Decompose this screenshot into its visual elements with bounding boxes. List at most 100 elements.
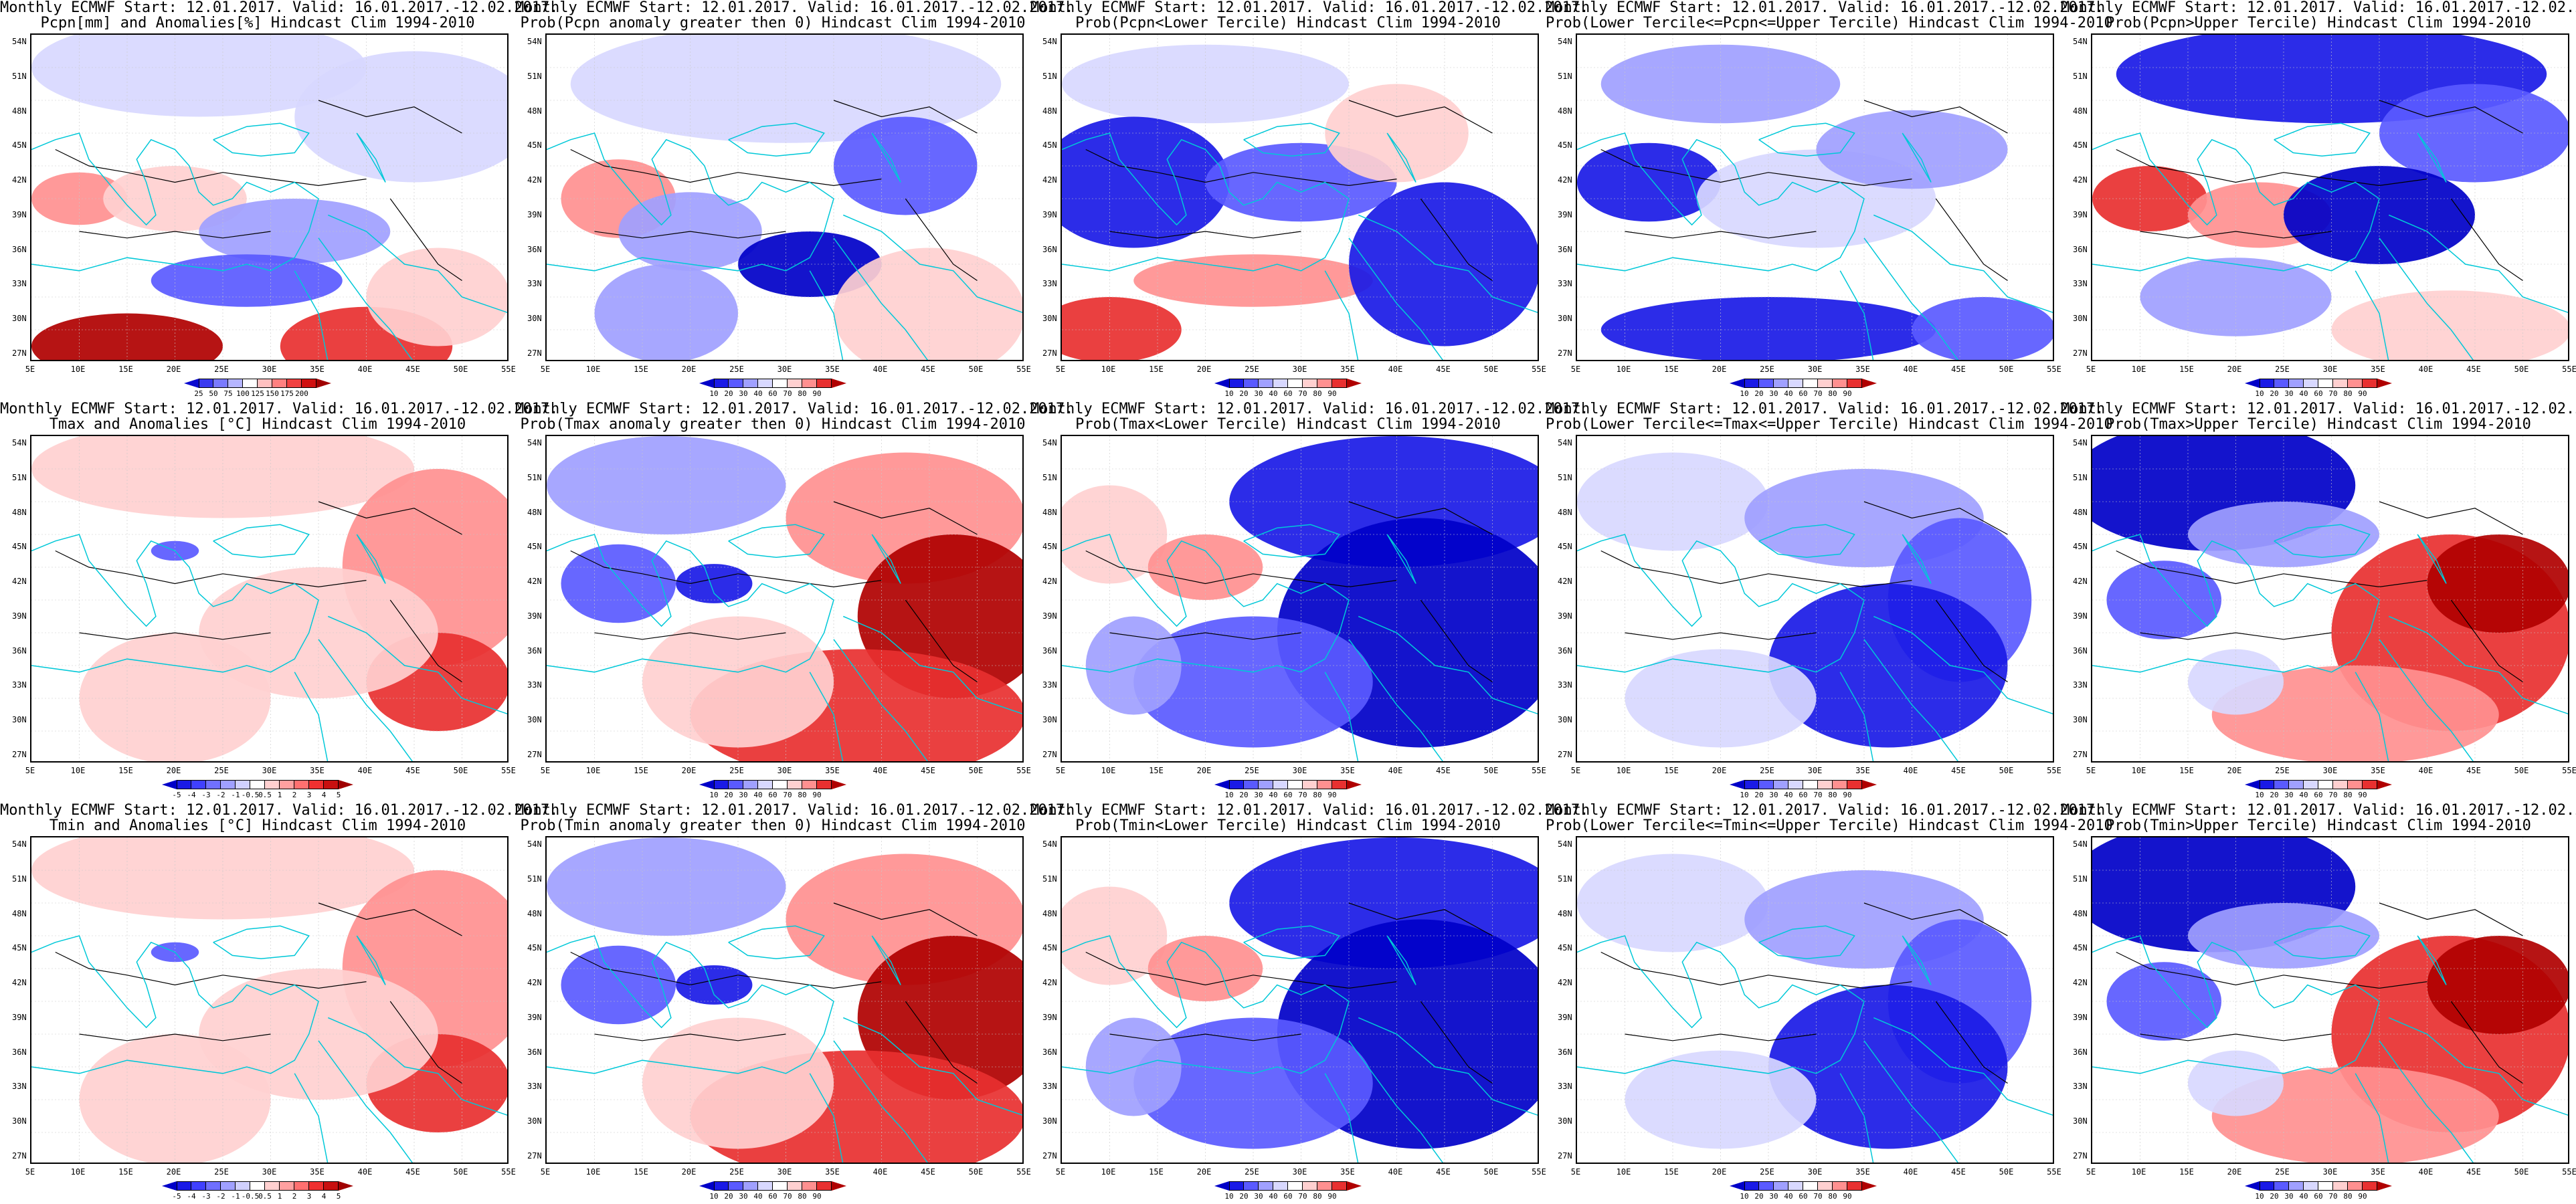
color-bar: 10 20 30 40 60 70 80 90 [1214,379,1362,398]
longitude-label: 55E [501,766,516,775]
color-bar-tick-label: 20 [1239,1192,1249,1201]
color-bar-tick-label: 40 [753,1192,763,1201]
longitude-label: 40E [2418,365,2433,374]
longitude-label: 35E [1340,766,1355,775]
map-panel: Monthly ECMWF Start: 12.01.2017. Valid: … [0,0,558,401]
longitude-label: 25E [2275,1167,2290,1177]
color-bar-segment [2304,379,2318,388]
longitude-label: 35E [1855,1167,1870,1177]
latitude-label: 27N [1042,750,1057,759]
color-bar-tick-label: 40 [1269,1192,1278,1201]
longitude-label: 10E [2131,1167,2146,1177]
latitude-label: 45N [1558,943,1572,953]
color-bar-segment [1788,1181,1803,1191]
latitude-label: 54N [1558,839,1572,849]
coastline [1577,534,1865,673]
map-panel: Monthly ECMWF Start: 12.01.2017. Valid: … [515,401,1073,803]
latitude-label: 54N [2073,438,2088,447]
color-bar-tick-label: 2 [292,791,297,799]
longitude-label: 25E [2275,766,2290,775]
contour-line [318,902,462,936]
map-canvas [1062,35,1538,360]
coastline [1348,1040,1444,1163]
color-bar-segment [2260,780,2274,789]
color-bar-segment [1244,379,1259,388]
coastline [2274,925,2371,960]
latitude-label: 51N [527,71,542,81]
coastline [1386,935,1416,985]
color-bar-segment [2318,379,2333,388]
color-bar: 10 20 30 40 60 70 80 90 [699,379,846,398]
color-bar-segment [2363,780,2377,789]
latitude-label: 51N [1558,472,1572,482]
color-bar-segment [1788,379,1803,388]
longitude-label: 10E [70,1167,86,1177]
longitude-label: 35E [310,1167,325,1177]
longitude-label: 35E [2371,365,2385,374]
color-bar-segment [1759,780,1774,789]
coastline [547,132,834,272]
coastline [356,935,386,985]
coastline [843,1017,1022,1116]
color-bar-tick-label: 40 [1269,791,1278,799]
longitude-label: 40E [357,1167,373,1177]
map-canvas [1577,837,2053,1163]
panel-title-line-1: Monthly ECMWF Start: 12.01.2017. Valid: … [1546,401,2104,417]
latitude-label: 39N [1042,1012,1057,1022]
latitude-label: 54N [12,37,27,46]
latitude-label: 27N [2073,1151,2088,1161]
map-canvas [1062,837,1538,1163]
latitude-label: 39N [1042,611,1057,621]
color-bar: 10 20 30 40 60 70 80 90 [2245,379,2392,398]
panel-title-line-2: Prob(Pcpn>Upper Tercile) Hindcast Clim 1… [2106,15,2531,31]
coastline [1062,132,1350,272]
anomaly-field-region [1600,44,1841,124]
contour-line [2379,501,2523,535]
latitude-label: 39N [12,1012,27,1022]
color-bar-tick-label: 20 [1754,791,1764,799]
latitude-label: 54N [2073,37,2088,46]
contour-line [594,632,786,640]
color-bar-segment [1288,780,1303,789]
contour-line [1348,902,1493,936]
longitude-label: 25E [1245,365,1259,374]
color-bar-tick-label: 40 [1269,389,1278,398]
longitude-label: 35E [1340,365,1355,374]
color-bar-segment [2274,1181,2289,1191]
coastline [31,935,319,1074]
color-bar-segment [236,780,250,789]
map-canvas [1577,35,2053,360]
longitude-label: 50E [453,1167,468,1177]
panel-title-line-2: Prob(Lower Tercile<=Tmax<=Upper Tercile)… [1546,416,2113,433]
color-bar-tick-label: 80 [1828,389,1837,398]
longitude-label: 35E [1855,766,1870,775]
latitude-label: 42N [12,175,27,185]
latitude-label: 42N [12,577,27,587]
color-bar-tick-label: 60 [2314,1192,2323,1201]
longitude-label: 55E [1532,1167,1546,1177]
coastline [2417,132,2447,183]
coastline [871,534,901,584]
color-bar-segment [1273,379,1288,388]
latitude-label: 45N [2073,140,2088,150]
map-plot [1576,836,2054,1164]
color-bar-segment [1317,780,1332,789]
longitude-label: 45E [1436,1167,1451,1177]
longitude-label: 20E [1196,365,1212,374]
contour-line [2379,100,2523,134]
color-bar-tick-label: 20 [1754,389,1764,398]
color-bar-tick-label: 70 [783,389,792,398]
coastline [318,1040,413,1163]
color-bar-tick-label: 80 [798,389,807,398]
color-bar-arrow-high [1347,1181,1362,1191]
longitude-label: 10E [1616,766,1631,775]
color-bar-tick-label: 70 [1813,389,1823,398]
color-bar-segment [758,780,773,789]
color-bar-arrow-low [699,1181,714,1191]
panel-title-line-2: Prob(Lower Tercile<=Tmin<=Upper Tercile)… [1546,817,2113,834]
coastline [843,615,1022,714]
contour-line [2140,231,2332,239]
coastline [1577,935,1865,1074]
latitude-label: 39N [2073,209,2088,219]
color-bar-segment [324,1181,339,1191]
